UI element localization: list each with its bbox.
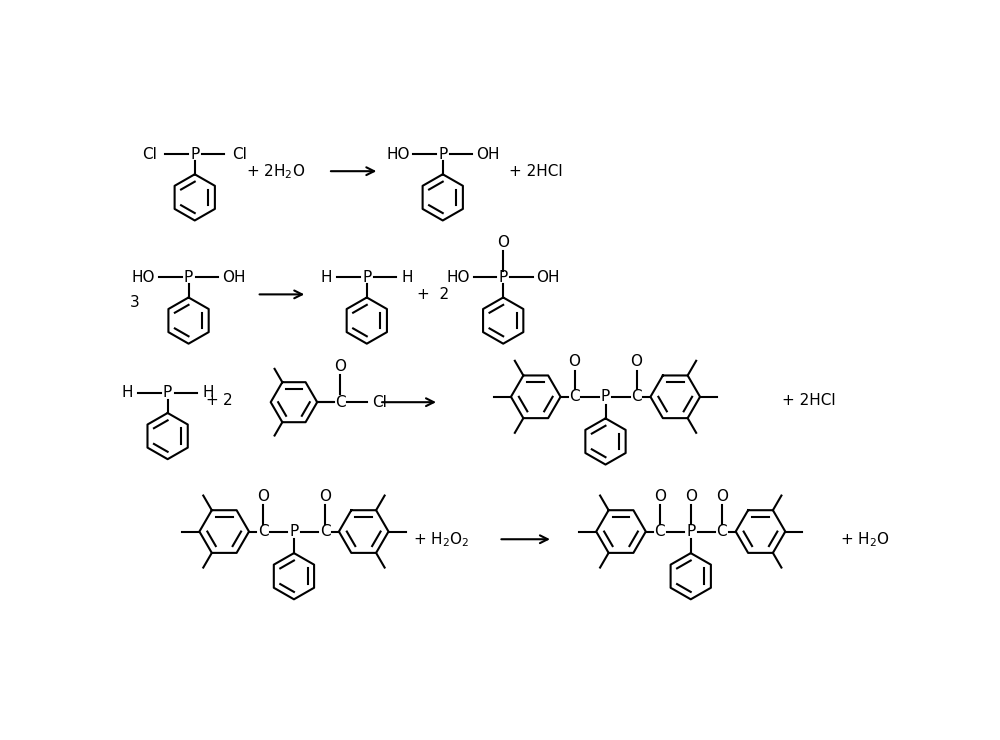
Text: C: C	[569, 389, 580, 404]
Text: C: C	[320, 524, 330, 539]
Text: P: P	[184, 270, 193, 285]
Text: + H$_2$O$_2$: + H$_2$O$_2$	[413, 530, 469, 548]
Text: O: O	[654, 488, 666, 504]
Text: P: P	[289, 524, 299, 539]
Text: +: +	[205, 393, 218, 408]
Text: P: P	[163, 386, 172, 400]
Text: O: O	[497, 235, 509, 249]
Text: HO: HO	[132, 270, 155, 285]
Text: P: P	[190, 147, 199, 162]
Text: HO: HO	[386, 147, 410, 162]
Text: O: O	[319, 488, 331, 504]
Text: P: P	[601, 389, 610, 404]
Text: O: O	[716, 488, 728, 504]
Text: P: P	[499, 270, 508, 285]
Text: OH: OH	[536, 270, 560, 285]
Text: + H$_2$O: + H$_2$O	[840, 530, 890, 548]
Text: + 2HCl: + 2HCl	[509, 164, 563, 178]
Text: C: C	[631, 389, 642, 404]
Text: 3: 3	[129, 295, 139, 309]
Text: C: C	[335, 394, 346, 410]
Text: OH: OH	[222, 270, 245, 285]
Text: P: P	[438, 147, 447, 162]
Text: + 2H$_2$O: + 2H$_2$O	[246, 162, 306, 181]
Text: Cl: Cl	[232, 147, 247, 162]
Text: P: P	[362, 270, 371, 285]
Text: +  2: + 2	[417, 287, 450, 302]
Text: H: H	[321, 270, 332, 285]
Text: C: C	[258, 524, 268, 539]
Text: 2: 2	[222, 393, 232, 408]
Text: H: H	[122, 386, 133, 400]
Text: O: O	[685, 488, 697, 504]
Text: C: C	[654, 524, 665, 539]
Text: + 2HCl: + 2HCl	[782, 393, 835, 408]
Text: O: O	[631, 354, 642, 369]
Text: O: O	[568, 354, 580, 369]
Text: H: H	[202, 386, 214, 400]
Text: O: O	[257, 488, 269, 504]
Text: Cl: Cl	[372, 394, 387, 410]
Text: P: P	[686, 524, 695, 539]
Text: OH: OH	[476, 147, 499, 162]
Text: O: O	[334, 360, 346, 374]
Text: H: H	[401, 270, 413, 285]
Text: C: C	[716, 524, 727, 539]
Text: HO: HO	[446, 270, 470, 285]
Text: Cl: Cl	[142, 147, 157, 162]
